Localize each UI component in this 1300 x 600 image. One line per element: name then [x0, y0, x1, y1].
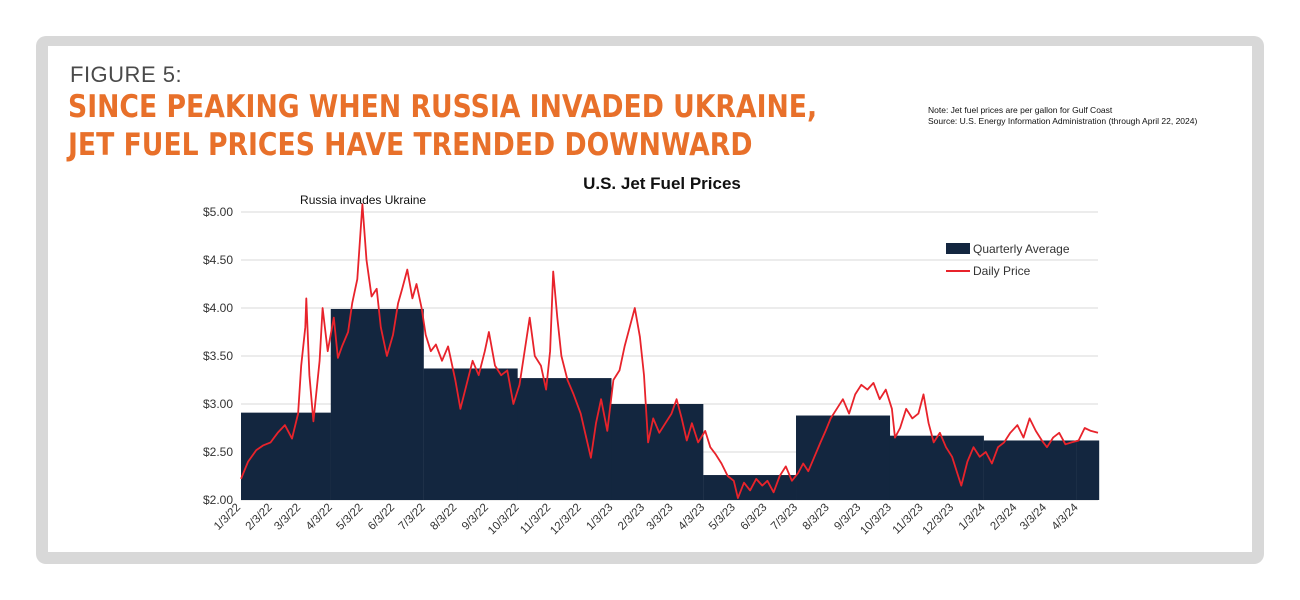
legend-label-daily: Daily Price [973, 264, 1031, 278]
x-tick-label: 4/3/24 [1050, 501, 1082, 533]
x-tick-label: 6/3/22 [366, 502, 397, 533]
y-axis: $2.00 $2.50 $3.00 $3.50 $4.00 $4.50 $5.00 [203, 205, 233, 507]
x-tick-label: 5/3/23 [707, 502, 738, 533]
x-tick-label: 3/3/22 [272, 502, 303, 533]
x-tick-label: 7/3/23 [769, 502, 800, 533]
x-tick-label: 8/3/23 [801, 502, 832, 533]
legend: Quarterly Average Daily Price [946, 242, 1070, 278]
source-note: Note: Jet fuel prices are per gallon for… [928, 105, 1197, 127]
x-tick-label: 4/3/23 [676, 502, 707, 533]
quarterly-average-series [241, 308, 1100, 500]
y-tick-label: $2.50 [203, 445, 233, 459]
daily-price-line [240, 203, 1099, 499]
x-tick-label: 1/3/24 [957, 501, 989, 533]
headline: SINCE PEAKING WHEN RUSSIA INVADED UKRAIN… [68, 88, 817, 164]
y-tick-label: $3.00 [203, 397, 233, 411]
quarter-bar [1076, 440, 1100, 500]
x-tick-label: 12/3/22 [548, 502, 584, 538]
x-tick-label: 11/3/23 [891, 502, 926, 537]
quarter-bar [889, 435, 984, 500]
x-tick-label: 10/3/22 [486, 502, 522, 538]
annotation-russia-invades: Russia invades Ukraine [300, 193, 426, 207]
x-tick-label: 3/3/23 [645, 502, 676, 533]
quarter-bar [796, 415, 891, 500]
quarter-bar [330, 308, 424, 500]
x-tick-label: 1/3/23 [584, 502, 615, 533]
y-tick-label: $4.00 [203, 301, 233, 315]
x-tick-label: 12/3/23 [921, 502, 957, 538]
headline-line-2: JET FUEL PRICES HAVE TRENDED DOWNWARD [68, 127, 753, 163]
x-tick-label: 2/3/22 [244, 502, 275, 533]
x-tick-label: 5/3/22 [334, 502, 365, 533]
quarter-bar [703, 475, 797, 500]
headline-line-1: SINCE PEAKING WHEN RUSSIA INVADED UKRAIN… [68, 89, 818, 125]
y-tick-label: $4.50 [203, 253, 233, 267]
y-tick-label: $3.50 [203, 349, 233, 363]
x-tick-label: 2/3/23 [616, 502, 647, 533]
jet-fuel-chart: U.S. Jet Fuel Prices $2.00 $2.50 $3.00 $3.5… [203, 174, 1100, 537]
x-tick-label: 7/3/22 [397, 502, 428, 533]
x-tick-label: 8/3/22 [428, 502, 459, 533]
quarter-bar [983, 440, 1077, 500]
quarter-bar [611, 404, 704, 500]
chart-title: U.S. Jet Fuel Prices [583, 174, 741, 193]
x-tick-label: 4/3/22 [304, 502, 335, 533]
x-axis: 1/3/22 2/3/223/3/22 4/3/22 5/3/22 6/3/22 7/3/… [212, 501, 1081, 537]
quarter-bar [423, 368, 518, 500]
legend-label-quarterly: Quarterly Average [973, 242, 1070, 256]
y-tick-label: $5.00 [203, 205, 233, 219]
figure-label: FIGURE 5: [70, 62, 183, 87]
x-tick-label: 6/3/23 [738, 502, 769, 533]
x-tick-label: 10/3/23 [858, 502, 894, 538]
quarter-bar [517, 378, 612, 500]
note-line: Note: Jet fuel prices are per gallon for… [928, 105, 1113, 115]
x-tick-label: 2/3/24 [988, 501, 1020, 533]
x-tick-label: 3/3/24 [1018, 501, 1050, 533]
y-tick-label: $2.00 [203, 493, 233, 507]
x-tick-label: 11/3/22 [518, 502, 553, 537]
source-line: Source: U.S. Energy Information Administ… [928, 116, 1198, 126]
legend-swatch-quarterly [946, 243, 970, 254]
